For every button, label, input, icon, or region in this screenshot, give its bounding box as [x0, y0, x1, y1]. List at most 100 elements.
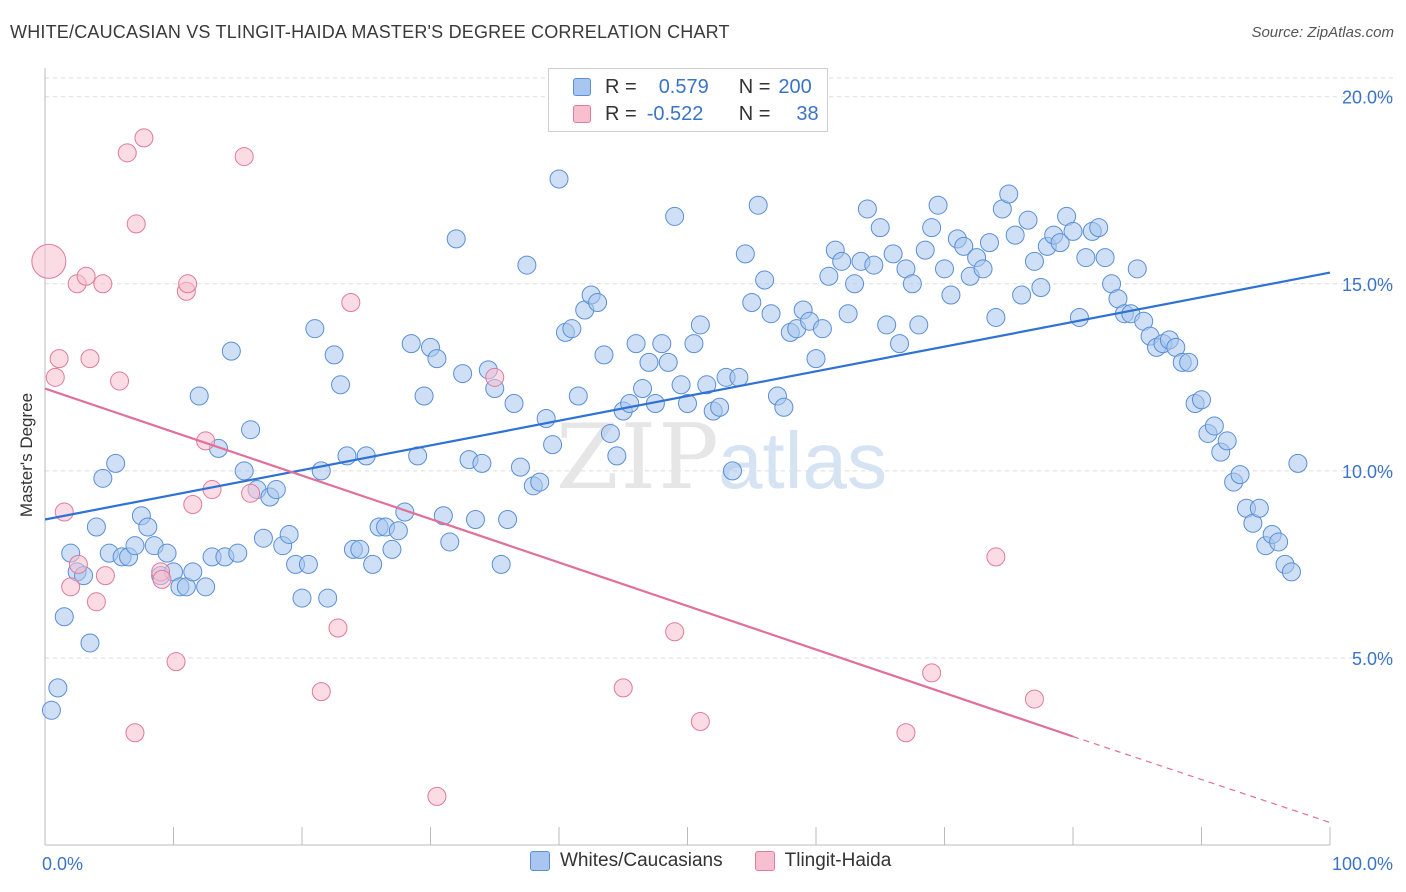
whites-point	[472, 453, 492, 473]
tlingit-point	[896, 723, 916, 743]
x-tick-label: 0.0%	[42, 854, 83, 874]
tlingit-point	[68, 554, 88, 574]
trend-lines	[44, 271, 1331, 824]
tlingit-point	[166, 652, 186, 672]
whites-point	[812, 319, 832, 339]
whites-point	[465, 509, 485, 529]
tlingit-point	[1024, 689, 1044, 709]
whites-point	[864, 255, 884, 275]
legend-n-label: N =	[738, 102, 771, 125]
whites-point	[870, 218, 890, 238]
bottom-legend-tlingit: Tlingit-Haida	[754, 850, 891, 872]
whites-point	[298, 554, 318, 574]
tlingit-point	[183, 495, 203, 515]
whites-point	[48, 678, 68, 698]
tlingit-point	[80, 349, 100, 369]
bottom-legend-swatch-tlingit	[754, 851, 775, 871]
whites-point	[1089, 218, 1109, 238]
whites-point	[838, 304, 858, 324]
legend-n-label: N =	[738, 75, 771, 98]
whites-point	[1031, 278, 1051, 298]
legend-r-label: R =	[605, 102, 637, 125]
whites-point	[510, 457, 530, 477]
legend-row-whites: R = 0.579 N = 200	[573, 74, 812, 100]
source-label: Source: ZipAtlas.com	[1251, 24, 1394, 41]
whites-point	[401, 334, 421, 354]
whites-point	[80, 633, 100, 653]
tlingit-point	[152, 569, 172, 589]
tlingit-point	[117, 143, 137, 163]
whites-point	[1018, 210, 1038, 230]
trend-line-tlingit	[44, 387, 1074, 738]
tlingit-point	[690, 712, 710, 732]
axes	[44, 68, 1331, 846]
whites-point	[1281, 562, 1301, 582]
tlingit-point	[45, 367, 65, 387]
whites-point	[922, 218, 942, 238]
whites-point	[1217, 431, 1237, 451]
whites-point	[1204, 416, 1224, 436]
whites-point	[279, 524, 299, 544]
tlingit-point	[341, 292, 361, 312]
whites-point	[446, 229, 466, 249]
whites-point	[690, 315, 710, 335]
whites-point	[735, 244, 755, 264]
watermark-atlas: atlas	[718, 416, 887, 505]
whites-point	[234, 461, 254, 481]
y-tick-label: 5.0%	[1352, 649, 1393, 669]
tlingit-point	[922, 663, 942, 683]
whites-point	[742, 292, 762, 312]
whites-point	[819, 266, 839, 286]
whites-point	[318, 588, 338, 608]
legend-r-value: -0.522	[646, 102, 704, 125]
trend-line-tlingit-extension	[1072, 735, 1331, 824]
whites-point	[877, 315, 897, 335]
tlingit-point	[95, 566, 115, 586]
watermark: ZIP atlas	[556, 405, 887, 510]
whites-point	[549, 169, 569, 189]
whites-point	[388, 521, 408, 541]
whites-point	[1024, 251, 1044, 271]
whites-point	[350, 539, 370, 559]
whites-point	[909, 315, 929, 335]
whites-point	[928, 195, 948, 215]
whites-point	[857, 199, 877, 219]
legend-swatch-whites	[573, 78, 591, 96]
tlingit-point	[178, 274, 198, 294]
whites-point	[639, 352, 659, 372]
tlingit-point	[86, 592, 106, 612]
whites-point	[138, 517, 158, 537]
whites-point	[979, 233, 999, 253]
y-tick-label: 10.0%	[1342, 462, 1393, 482]
whites-point	[684, 334, 704, 354]
whites-point	[755, 270, 775, 290]
whites-point	[1063, 221, 1083, 241]
whites-point	[266, 480, 286, 500]
whites-point	[433, 506, 453, 526]
whites-point	[665, 206, 685, 226]
whites-point	[626, 334, 646, 354]
whites-point	[491, 554, 511, 574]
whites-point	[678, 394, 697, 414]
whites-point	[562, 319, 582, 339]
whites-point	[671, 375, 691, 395]
tlingit-point	[61, 577, 81, 597]
whites-point	[986, 307, 1006, 327]
y-axis-label: Master's Degree	[17, 393, 36, 517]
whites-point	[241, 420, 261, 440]
tlingit-point	[49, 349, 69, 369]
tlingit-point	[328, 618, 348, 638]
series-tlingit	[31, 128, 1044, 806]
whites-point	[292, 588, 312, 608]
whites-point	[845, 274, 865, 294]
tlingit-point	[134, 128, 154, 148]
whites-point	[106, 453, 126, 473]
whites-point	[196, 577, 216, 597]
whites-point	[1269, 532, 1289, 552]
y-tick-label: 15.0%	[1342, 275, 1393, 295]
bottom-legend: Whites/Caucasians Tlingit-Haida	[530, 850, 923, 872]
whites-point	[305, 319, 325, 339]
legend-swatch-tlingit	[573, 105, 591, 123]
bottom-legend-label-whites: Whites/Caucasians	[560, 850, 723, 871]
